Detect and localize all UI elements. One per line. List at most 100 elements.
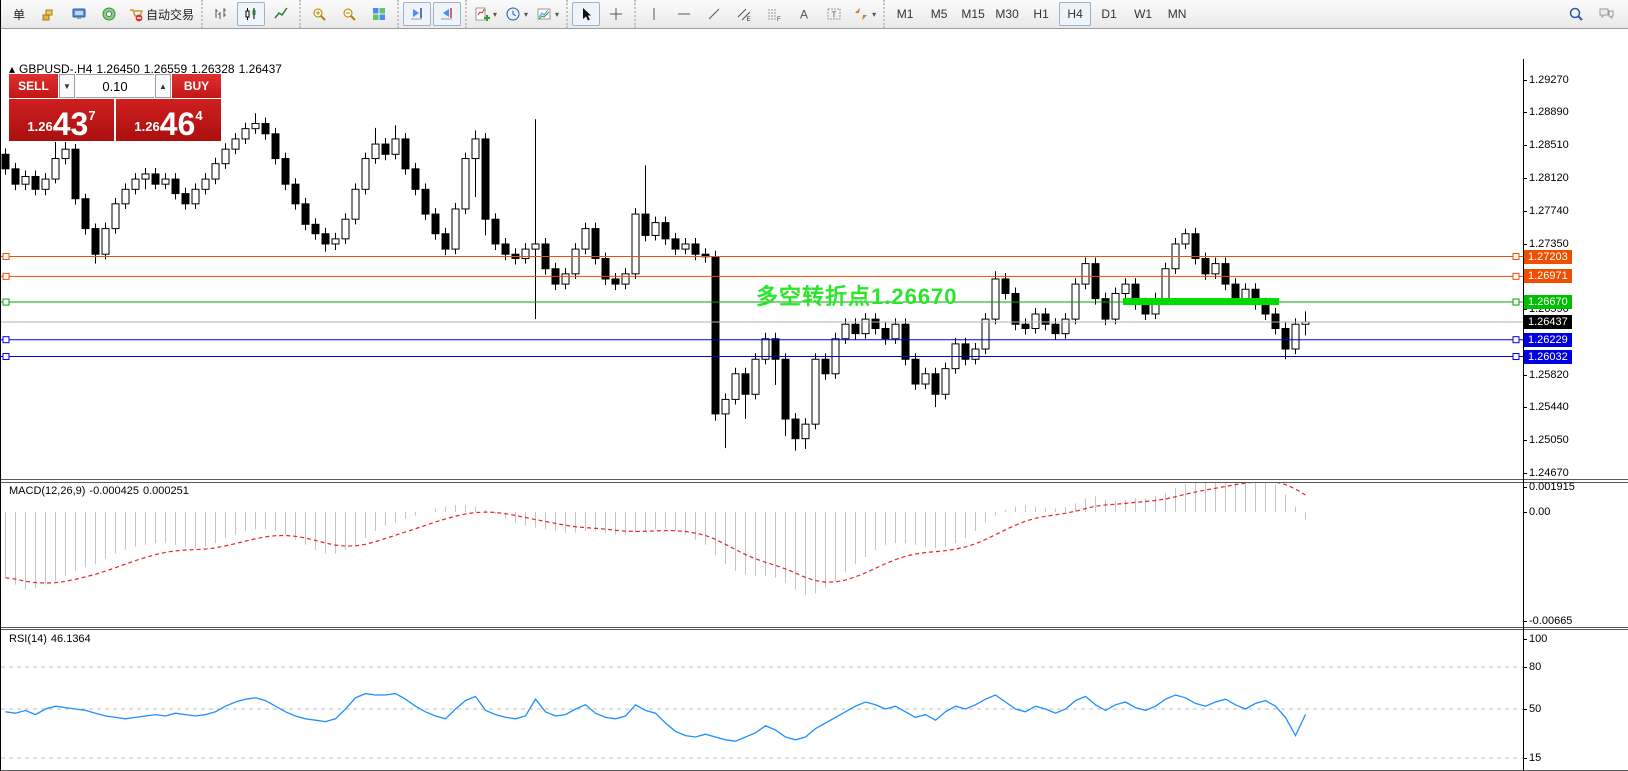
timeframe-group: M1 M5 M15 M30 H1 H4 D1 W1 MN	[883, 0, 1197, 28]
candle-body	[941, 368, 950, 395]
tf-h1-button[interactable]: H1	[1025, 2, 1057, 26]
candle-body	[411, 168, 420, 190]
volume-up-button[interactable]: ▲	[155, 74, 171, 98]
candle-body	[1111, 293, 1120, 320]
tf-m5-button[interactable]: M5	[923, 2, 955, 26]
axis-tick-mark	[1523, 639, 1527, 640]
candle-body	[1221, 263, 1230, 285]
line-handle[interactable]	[2, 298, 10, 306]
macd-tick-label: -0.00665	[1529, 615, 1573, 627]
crosshair-button[interactable]	[602, 2, 630, 26]
line-handle[interactable]	[1512, 272, 1520, 280]
price-tick-label: 1.28890	[1529, 106, 1569, 118]
text-label-button[interactable]: T	[820, 2, 848, 26]
tf-m15-button[interactable]: M15	[957, 2, 989, 26]
fibonacci-button[interactable]: F	[760, 2, 788, 26]
line-handle[interactable]	[1512, 353, 1520, 361]
chat-icon[interactable]	[1592, 2, 1620, 26]
candle-body	[651, 222, 660, 236]
cursor-button[interactable]	[572, 2, 601, 26]
rsi-panel[interactable]	[1, 631, 1523, 771]
trendline-button[interactable]	[700, 2, 728, 26]
periods-button[interactable]: ▾	[502, 2, 531, 26]
volume-input[interactable]	[76, 74, 154, 98]
sell-price-display[interactable]: 1.26 43 7	[9, 99, 114, 141]
panel-separator[interactable]	[1, 479, 1628, 480]
candle-body	[531, 243, 540, 250]
chart-shift-button[interactable]	[433, 2, 462, 26]
svg-text:T: T	[832, 11, 837, 20]
new-order-button[interactable]: 单	[5, 2, 33, 26]
candle-body	[1261, 303, 1270, 315]
tf-h4-button[interactable]: H4	[1059, 2, 1092, 26]
tf-m1-button[interactable]: M1	[889, 2, 921, 26]
buy-price-display[interactable]: 1.26 46 4	[116, 99, 221, 141]
sell-button[interactable]: SELL	[9, 74, 58, 98]
candle-body	[771, 338, 780, 360]
candle-body	[751, 358, 760, 395]
line-handle[interactable]	[2, 253, 10, 261]
pivot-annotation-text[interactable]: 多空转折点1.26670	[756, 284, 958, 309]
panel-separator[interactable]	[1, 482, 1628, 483]
zoom-in-button[interactable]	[305, 2, 333, 26]
chevron-down-icon[interactable]: ▾	[524, 9, 529, 19]
volume-down-button[interactable]: ▼	[59, 74, 75, 98]
tf-w1-button[interactable]: W1	[1127, 2, 1159, 26]
line-handle[interactable]	[1512, 336, 1520, 344]
templates-button[interactable]: ▾	[533, 2, 562, 26]
macd-panel[interactable]	[1, 483, 1523, 626]
axis-tick-mark	[1523, 407, 1527, 408]
arrows-button[interactable]: ▾	[850, 2, 879, 26]
tf-d1-button[interactable]: D1	[1093, 2, 1125, 26]
line-handle[interactable]	[2, 353, 10, 361]
price-tick-label: 1.25440	[1529, 401, 1569, 413]
line-handle[interactable]	[2, 336, 10, 344]
indicators-button[interactable]: ▾	[471, 2, 500, 26]
collapse-triangle-icon[interactable]: ▴	[9, 62, 16, 76]
channel-button[interactable]: E	[730, 2, 758, 26]
auto-scroll-button[interactable]	[403, 2, 432, 26]
chart-window[interactable]: 1.29270 1.28890 1.28510 1.28120 1.27740 1.273…	[1, 28, 1628, 771]
bar-chart-button[interactable]	[207, 2, 235, 26]
vertical-line-button[interactable]	[640, 2, 668, 26]
rsi-tick-label: 15	[1529, 752, 1542, 764]
gold-chart-icon[interactable]	[35, 2, 63, 26]
candle-body	[421, 188, 430, 215]
main-chart-panel[interactable]	[1, 59, 1523, 479]
candle-body	[231, 138, 240, 150]
utility-group	[1558, 0, 1628, 28]
text-button[interactable]: A	[790, 2, 818, 26]
tf-m30-button[interactable]: M30	[991, 2, 1023, 26]
zoom-out-button[interactable]	[335, 2, 363, 26]
line-handle[interactable]	[2, 272, 10, 280]
candle-body	[321, 233, 330, 245]
chevron-down-icon[interactable]: ▾	[493, 9, 498, 19]
candle-body	[671, 238, 680, 250]
panel-separator[interactable]	[1, 629, 1628, 630]
terminal-icon[interactable]	[65, 2, 93, 26]
chevron-down-icon[interactable]: ▾	[872, 9, 877, 19]
panel-separator[interactable]	[1, 627, 1628, 628]
svg-text:A: A	[800, 8, 808, 22]
horizontal-level-lines[interactable]	[1, 253, 1523, 361]
candle-body	[71, 148, 80, 200]
tile-windows-button[interactable]	[365, 2, 393, 26]
candlestick-chart-button[interactable]	[237, 2, 266, 26]
green-highlight-segment[interactable]	[1123, 298, 1279, 306]
candle-body	[1041, 313, 1050, 325]
chevron-down-icon[interactable]: ▾	[555, 9, 560, 19]
line-chart-button[interactable]	[267, 2, 295, 26]
rsi-tick-label: 50	[1529, 703, 1542, 715]
signals-icon[interactable]	[95, 2, 123, 26]
svg-text:E: E	[747, 17, 751, 22]
candle-body	[211, 163, 220, 180]
level-price-badge: 1.27203	[1524, 250, 1572, 264]
line-handle[interactable]	[1512, 298, 1520, 306]
horizontal-line-button[interactable]	[670, 2, 698, 26]
candle-body	[881, 328, 890, 340]
line-handle[interactable]	[1512, 253, 1520, 261]
buy-button[interactable]: BUY	[172, 74, 221, 98]
search-icon[interactable]	[1562, 2, 1590, 26]
autotrade-button[interactable]: 自动交易	[125, 2, 197, 26]
tf-mn-button[interactable]: MN	[1161, 2, 1193, 26]
